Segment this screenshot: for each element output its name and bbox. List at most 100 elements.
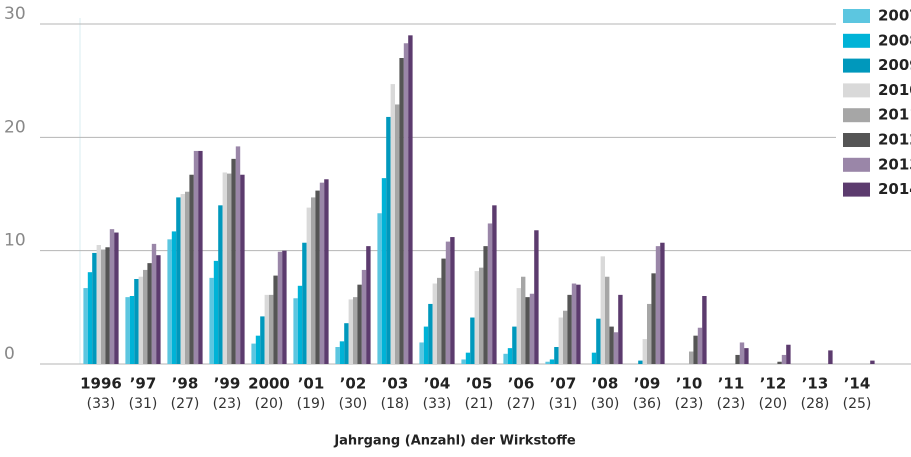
bar (361, 269, 367, 364)
legend-swatch (843, 108, 870, 123)
bar (311, 197, 316, 364)
x-tick-count: (27) (507, 396, 536, 412)
bar (441, 258, 446, 364)
bar (339, 341, 345, 364)
bar (437, 277, 442, 364)
bar (138, 276, 143, 364)
y-tick-label: 0 (4, 344, 15, 364)
bar (209, 277, 214, 364)
x-tick-count: (25) (843, 396, 872, 412)
legend-swatch (843, 33, 870, 48)
bar (545, 361, 550, 364)
bar (240, 174, 245, 364)
bar (534, 230, 539, 364)
bar (306, 207, 311, 364)
bar (235, 146, 241, 364)
bar (390, 84, 395, 365)
bar (529, 293, 535, 364)
bar (638, 360, 643, 364)
bar (647, 303, 652, 364)
bar (781, 354, 787, 364)
bar (492, 205, 497, 364)
bar (744, 348, 749, 364)
x-tick-label: ’09 (634, 375, 661, 393)
bar (642, 339, 647, 364)
bar (193, 150, 199, 364)
x-tick-count: (33) (87, 396, 116, 412)
x-tick-count: (27) (171, 396, 200, 412)
bar (218, 205, 223, 364)
x-tick-label: ’08 (592, 375, 619, 393)
bar (377, 213, 382, 364)
bar (596, 318, 601, 364)
x-tick-count: (21) (465, 396, 494, 412)
x-tick-label: ’10 (676, 375, 703, 393)
bar (231, 158, 236, 364)
x-tick-count: (30) (339, 396, 368, 412)
bar (503, 353, 508, 364)
bar (609, 326, 614, 364)
bar (554, 347, 559, 364)
bar (395, 104, 400, 364)
bar (357, 284, 362, 364)
x-tick-label: ’07 (550, 375, 577, 393)
bar (83, 288, 88, 364)
bar (735, 354, 740, 364)
bar (269, 294, 274, 364)
bar (147, 263, 152, 364)
x-tick-label: ’13 (802, 375, 829, 393)
bar (512, 326, 517, 364)
legend-swatch (843, 9, 870, 23)
bar (591, 352, 597, 364)
x-tick-count: (23) (717, 396, 746, 412)
bar (185, 191, 190, 364)
legend-label: 2008 (878, 31, 911, 49)
bar (151, 243, 157, 364)
bar (297, 285, 303, 364)
bar (386, 116, 391, 364)
bar (655, 246, 661, 364)
bar (445, 241, 451, 364)
bar (260, 316, 265, 364)
bar (465, 352, 471, 364)
bar (786, 344, 791, 364)
y-tick-label: 20 (4, 117, 26, 137)
x-tick-label: ’97 (130, 375, 157, 393)
bar (651, 273, 656, 364)
bar (567, 294, 572, 364)
x-axis-title: Jahrgang (Anzahl) der Wirkstoffe (333, 434, 576, 449)
bar (96, 245, 101, 364)
bar (571, 283, 577, 364)
x-tick-label: ’05 (466, 375, 493, 393)
bar (549, 359, 555, 364)
bar (660, 242, 665, 364)
bar (277, 251, 283, 364)
x-tick-label: ’01 (298, 375, 325, 393)
x-tick-count: (33) (423, 396, 452, 412)
bar (576, 284, 581, 364)
bar (693, 335, 698, 364)
bar (92, 252, 97, 364)
x-tick-label: 2000 (248, 375, 290, 393)
legend-label: 2010 (878, 81, 911, 99)
legend-label: 2013 (878, 155, 911, 173)
legend-swatch (843, 133, 870, 147)
x-tick-count: (19) (297, 396, 326, 412)
bar (432, 283, 437, 364)
legend-label: 2014 (878, 180, 911, 198)
bar (213, 260, 219, 364)
bar (605, 276, 610, 364)
bar (251, 343, 256, 364)
bar (470, 317, 475, 364)
bar (613, 332, 619, 364)
legend-swatch (843, 157, 870, 172)
bar (114, 232, 119, 364)
legend-label: 2007 (878, 7, 911, 25)
bar (105, 247, 110, 364)
bar (109, 229, 115, 364)
x-tick-count: (20) (759, 396, 788, 412)
bar (558, 317, 563, 364)
bar (129, 296, 135, 364)
x-tick-count: (31) (129, 396, 158, 412)
